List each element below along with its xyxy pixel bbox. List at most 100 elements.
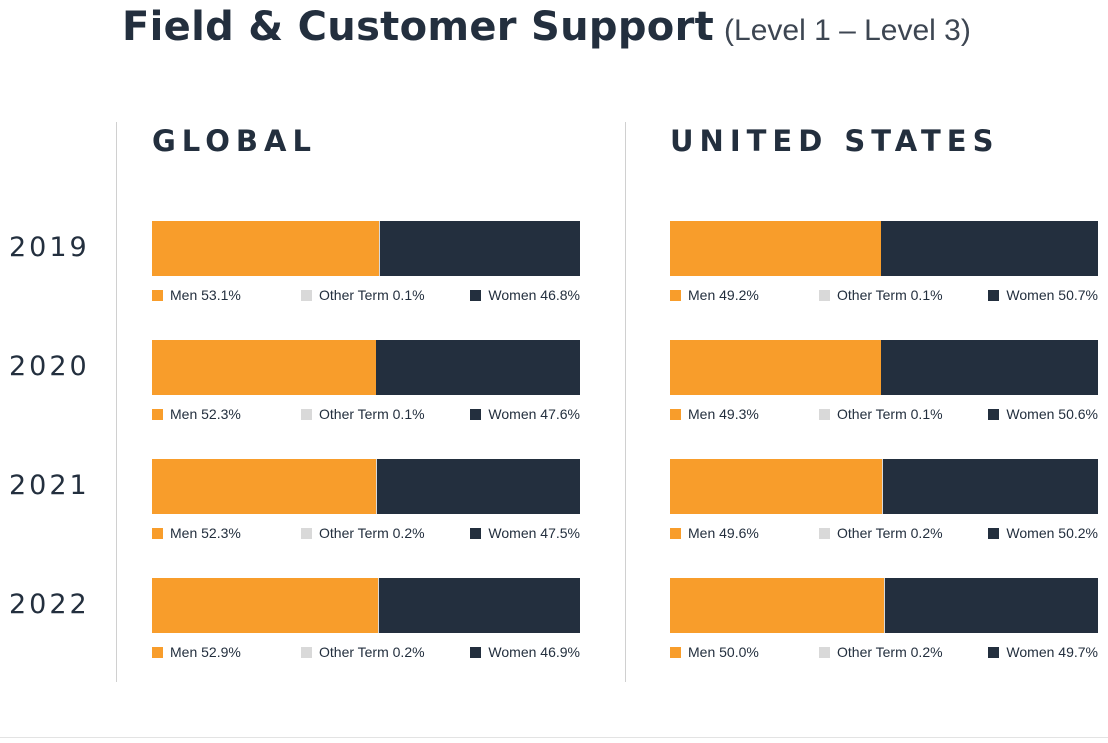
divider-left: [116, 122, 117, 682]
bar-segment-men: [670, 221, 881, 276]
bar-segment-other: [378, 578, 380, 633]
legend-swatch-women: [470, 646, 482, 658]
bar-segment-women: [883, 459, 1098, 514]
legend-item-men: Men 52.9%: [152, 644, 241, 660]
bar-segment-men: [152, 340, 376, 395]
legend-swatch-other: [301, 408, 312, 420]
data-label-men: Men 49.2%: [688, 287, 759, 303]
legend-swatch-other: [819, 527, 830, 539]
bar-united-states-2021: [670, 459, 1098, 514]
data-label-other: Other Term 0.1%: [319, 406, 425, 422]
data-label-women: Women 49.7%: [1006, 644, 1098, 660]
data-label-other: Other Term 0.2%: [837, 644, 943, 660]
year-label-2019: 2019: [9, 232, 90, 263]
data-label-men: Men 49.6%: [688, 525, 759, 541]
legend-item-women: Women 50.6%: [988, 406, 1098, 422]
data-label-men: Men 52.3%: [170, 406, 241, 422]
data-label-women: Women 47.6%: [488, 406, 580, 422]
bar-segment-other: [884, 578, 886, 633]
bar-segment-men: [152, 221, 380, 276]
legend-item-women: Women 50.7%: [988, 287, 1098, 303]
data-label-other: Other Term 0.1%: [837, 287, 943, 303]
chart-title: Field & Customer Support (Level 1 – Level…: [122, 4, 971, 50]
legend-swatch-other: [819, 289, 830, 301]
data-label-men: Men 53.1%: [170, 287, 241, 303]
legend-item-other: Other Term 0.1%: [301, 406, 425, 422]
bar-segment-women: [379, 578, 580, 633]
bar-global-2021: [152, 459, 580, 514]
legend-item-men: Men 50.0%: [670, 644, 759, 660]
legend-swatch-other: [301, 646, 312, 658]
year-label-2021: 2021: [9, 470, 90, 501]
data-label-women: Women 50.7%: [1006, 287, 1098, 303]
data-label-men: Men 52.9%: [170, 644, 241, 660]
legend-item-women: Women 46.8%: [470, 287, 580, 303]
legend-swatch-women: [988, 527, 1000, 539]
legend-swatch-other: [301, 289, 312, 301]
legend-item-women: Women 47.5%: [470, 525, 580, 541]
legend-global-2021: Men 52.3% Other Term 0.2% Women 47.5%: [152, 525, 580, 543]
bar-united-states-2022: [670, 578, 1098, 633]
data-label-women: Women 47.5%: [488, 525, 580, 541]
legend-swatch-other: [819, 408, 830, 420]
bar-segment-women: [376, 459, 580, 514]
legend-item-women: Women 46.9%: [470, 644, 580, 660]
legend-item-other: Other Term 0.1%: [301, 287, 425, 303]
bar-global-2020: [152, 340, 580, 395]
legend-swatch-men: [670, 289, 681, 301]
data-label-other: Other Term 0.2%: [319, 525, 425, 541]
legend-item-men: Men 52.3%: [152, 525, 241, 541]
title-main: Field & Customer Support: [122, 4, 715, 50]
legend-swatch-women: [470, 408, 482, 420]
data-label-women: Women 50.2%: [1006, 525, 1098, 541]
bar-united-states-2019: [670, 221, 1098, 276]
legend-swatch-men: [152, 527, 163, 539]
title-subtitle: (Level 1 – Level 3): [724, 14, 971, 47]
legend-swatch-men: [670, 646, 681, 658]
bar-global-2022: [152, 578, 580, 633]
legend-united-states-2020: Men 49.3% Other Term 0.1% Women 50.6%: [670, 406, 1098, 424]
legend-item-other: Other Term 0.2%: [819, 644, 943, 660]
data-label-other: Other Term 0.1%: [837, 406, 943, 422]
bar-segment-women: [880, 221, 1098, 276]
legend-global-2019: Men 53.1% Other Term 0.1% Women 46.8%: [152, 287, 580, 305]
legend-item-men: Men 49.2%: [670, 287, 759, 303]
bar-segment-women: [376, 340, 580, 395]
bar-segment-other: [882, 459, 884, 514]
data-label-other: Other Term 0.2%: [319, 644, 425, 660]
legend-item-women: Women 47.6%: [470, 406, 580, 422]
legend-united-states-2021: Men 49.6% Other Term 0.2% Women 50.2%: [670, 525, 1098, 543]
bar-segment-men: [670, 340, 881, 395]
legend-united-states-2022: Men 50.0% Other Term 0.2% Women 49.7%: [670, 644, 1098, 662]
legend-item-other: Other Term 0.2%: [301, 525, 425, 541]
bar-segment-women: [881, 340, 1098, 395]
year-label-2020: 2020: [9, 351, 90, 382]
legend-item-women: Women 50.2%: [988, 525, 1098, 541]
bottom-rule: [0, 737, 1108, 738]
data-label-women: Women 46.8%: [488, 287, 580, 303]
legend-swatch-other: [819, 646, 830, 658]
legend-swatch-men: [152, 408, 163, 420]
data-label-women: Women 50.6%: [1006, 406, 1098, 422]
legend-item-women: Women 49.7%: [988, 644, 1098, 660]
legend-swatch-women: [988, 646, 1000, 658]
bar-segment-men: [670, 459, 883, 514]
bar-united-states-2020: [670, 340, 1098, 395]
legend-item-other: Other Term 0.2%: [301, 644, 425, 660]
legend-global-2022: Men 52.9% Other Term 0.2% Women 46.9%: [152, 644, 580, 662]
region-title-united-states: UNITED STATES: [670, 124, 1000, 158]
bar-segment-men: [670, 578, 885, 633]
legend-united-states-2019: Men 49.2% Other Term 0.1% Women 50.7%: [670, 287, 1098, 305]
bar-global-2019: [152, 221, 580, 276]
legend-swatch-other: [301, 527, 312, 539]
bar-segment-men: [152, 459, 376, 514]
data-label-women: Women 46.9%: [488, 644, 580, 660]
data-label-other: Other Term 0.2%: [837, 525, 943, 541]
bar-segment-other: [375, 459, 377, 514]
legend-item-men: Men 53.1%: [152, 287, 241, 303]
legend-swatch-women: [470, 527, 482, 539]
legend-item-other: Other Term 0.2%: [819, 525, 943, 541]
data-label-men: Men 50.0%: [688, 644, 759, 660]
data-label-other: Other Term 0.1%: [319, 287, 425, 303]
legend-swatch-men: [152, 289, 163, 301]
